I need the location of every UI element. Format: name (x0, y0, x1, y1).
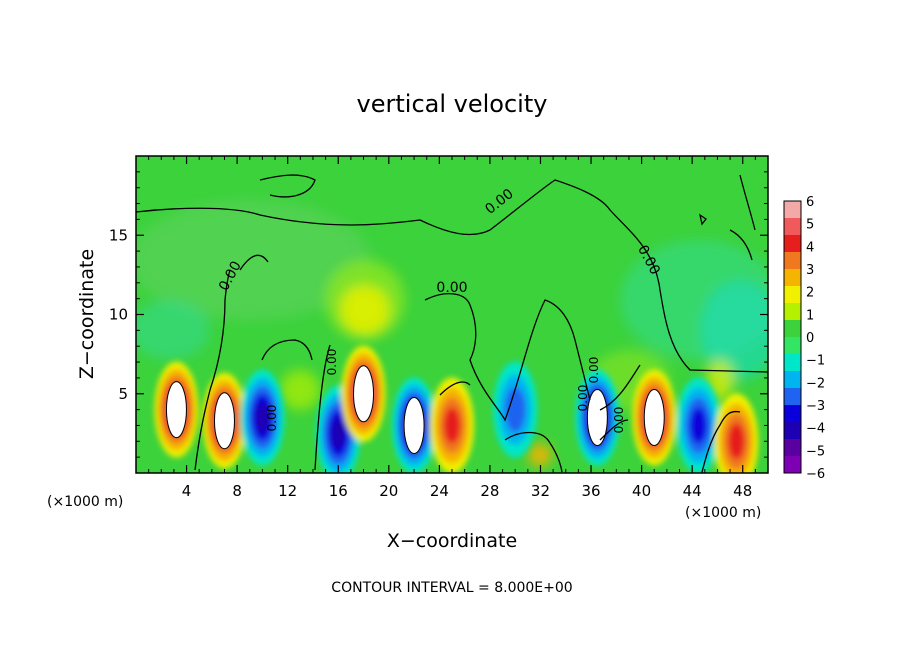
y-tick-label: 10 (109, 306, 128, 324)
colorbar-swatch (784, 218, 801, 236)
x-tick-label: 40 (632, 482, 651, 500)
x-tick-label: 32 (531, 482, 550, 500)
colorbar-tick-label: −6 (806, 467, 825, 482)
colorbar-tick-label: −4 (806, 422, 825, 437)
x-unit-left: (×1000 m) (47, 494, 123, 510)
y-axis-label: Z−coordinate (76, 249, 98, 379)
colorbar-tick-label: 6 (806, 195, 814, 210)
colorbar-tick-label: −1 (806, 354, 825, 369)
x-axis-label: X−coordinate (387, 530, 517, 552)
y-tick-label: 15 (109, 226, 128, 244)
colorbar-tick-label: 4 (806, 240, 814, 255)
colorbar-tick-label: 5 (806, 218, 814, 233)
x-tick-label: 48 (733, 482, 752, 500)
cell-cores (165, 365, 665, 454)
colorbar-swatch (784, 269, 801, 287)
velocity-cell-band (331, 418, 346, 449)
colorbar-tick-label: −5 (806, 444, 825, 459)
colorbar-swatch (784, 422, 801, 440)
x-tick-label: 20 (379, 482, 398, 500)
colorbar-swatch (784, 303, 801, 321)
colorbar: 6 5 4 3 2 1 0 −1 −2 −3 −4 −5 −6 (783, 195, 825, 482)
colorbar-swatch (784, 235, 801, 253)
colorbar-tick-label: −2 (806, 376, 825, 391)
background-shading (136, 200, 768, 467)
contour-label: 0.00 (436, 280, 467, 296)
colorbar-swatch (784, 388, 801, 406)
colorbar-swatch (784, 371, 801, 389)
velocity-cell-core (586, 389, 608, 447)
colorbar-tick-label: 1 (806, 308, 814, 323)
x-tick-label: 44 (683, 482, 702, 500)
x-tick-label: 12 (278, 482, 297, 500)
chart-title: vertical velocity (357, 90, 548, 118)
y-tick-label: 5 (118, 385, 128, 403)
velocity-cell-band (255, 402, 270, 433)
velocity-cell-band (690, 407, 707, 444)
velocity-cell-core (643, 389, 665, 447)
plot-area (136, 156, 768, 473)
velocity-cell-core (165, 381, 187, 439)
colorbar-swatch (784, 337, 801, 355)
colorbar-swatch (784, 286, 801, 304)
velocity-cell-core (353, 365, 375, 423)
contour-label: 0.00 (325, 349, 339, 376)
velocity-cell-band (728, 423, 745, 460)
x-unit-right: (×1000 m) (685, 505, 761, 521)
colorbar-swatch (784, 320, 801, 338)
contour-label: 0.00 (612, 407, 626, 434)
colorbar-swatch (784, 439, 801, 457)
zero-contours (136, 174, 768, 473)
velocity-cell-core (403, 396, 425, 454)
x-tick-label: 4 (182, 482, 192, 500)
velocity-cell-band (443, 407, 461, 444)
colorbar-tick-label: 2 (806, 286, 814, 301)
x-tick-label: 16 (329, 482, 348, 500)
colorbar-swatch (784, 252, 801, 270)
x-tick-label: 8 (232, 482, 242, 500)
colorbar-tick-label: 3 (806, 263, 814, 278)
x-tick-label: 36 (581, 482, 600, 500)
colorbar-swatch (784, 456, 801, 474)
x-tick-label: 24 (430, 482, 449, 500)
y-axis: 5 10 15 (109, 171, 768, 458)
colorbar-swatch (784, 201, 801, 219)
x-axis: 4 8 12 16 20 24 28 32 36 40 44 48 (148, 156, 756, 500)
contour-label: 0.00 (587, 357, 601, 384)
contour-interval: CONTOUR INTERVAL = 8.000E+00 (331, 580, 572, 596)
x-tick-label: 28 (480, 482, 499, 500)
colorbar-swatch (784, 354, 801, 372)
contour-label: 0.00 (576, 385, 590, 412)
colorbar-swatch (784, 405, 801, 423)
velocity-cell-core (213, 392, 235, 450)
colorbar-frame (783, 200, 802, 474)
velocity-cell-band (504, 386, 526, 433)
colorbar-tick-label: −3 (806, 399, 825, 414)
contour-label: 0.00 (265, 405, 279, 432)
colorbar-tick-label: 0 (806, 331, 814, 346)
